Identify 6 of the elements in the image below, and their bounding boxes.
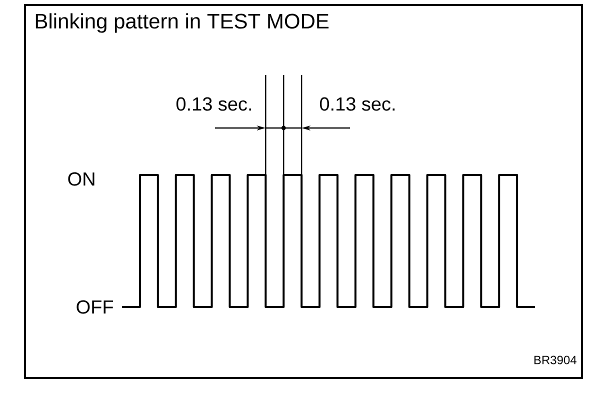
text: 0.13 sec. <box>176 97 252 111</box>
text: ON <box>68 172 94 186</box>
annotation: OFF <box>76 300 114 314</box>
chart-title: Blinking pattern in TEST MODE <box>36 13 329 33</box>
text: 0.13 sec. <box>320 97 395 111</box>
text: BR3904 <box>534 356 576 364</box>
